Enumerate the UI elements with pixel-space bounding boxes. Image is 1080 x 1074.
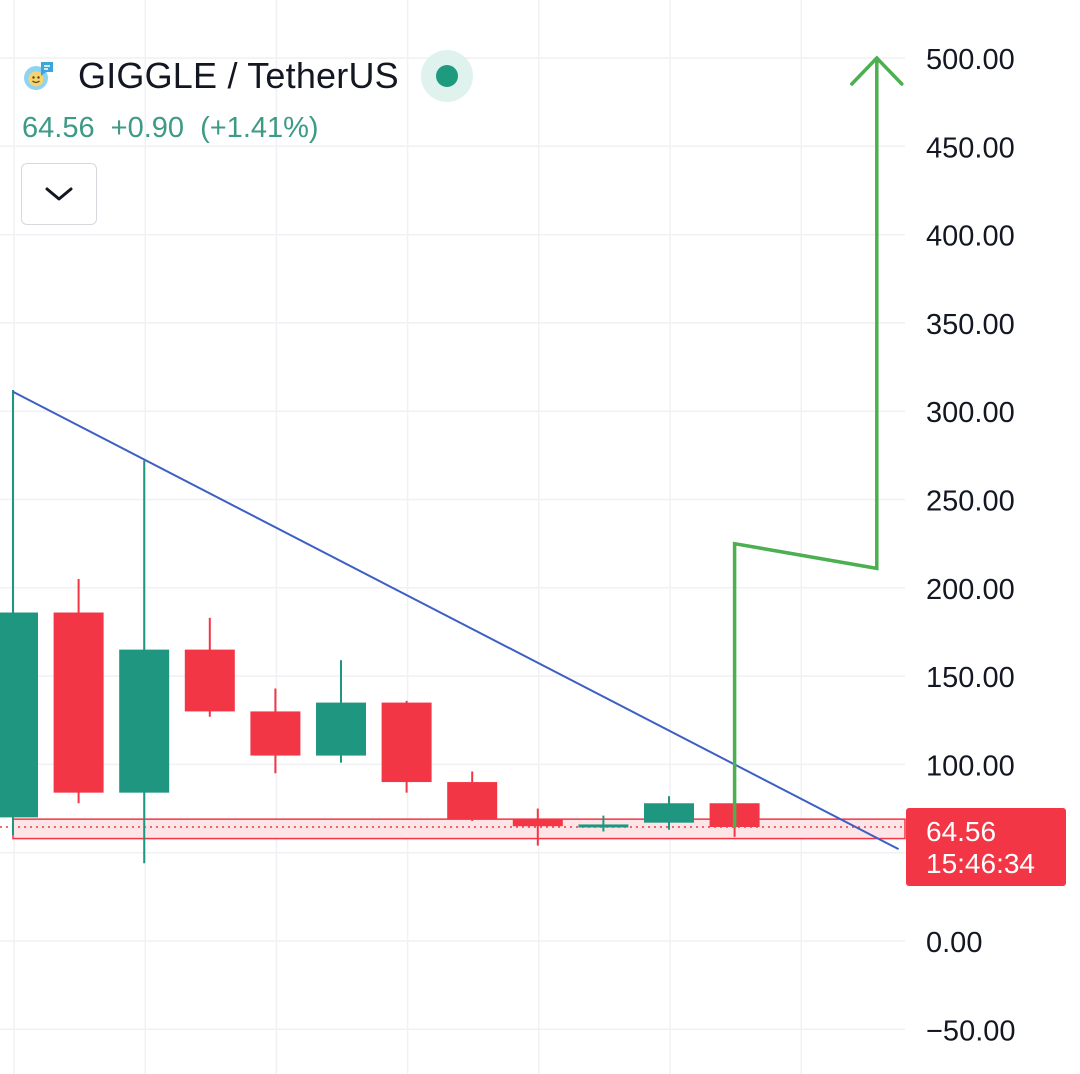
price-change: +0.90 [110,112,185,144]
projection-arrowhead[interactable] [850,55,904,86]
price-axis-label: −50.00 [926,1015,1016,1047]
candle-body [0,612,38,818]
price-axis-label: 200.00 [926,574,1015,606]
last-price-tag-value: 64.56 [926,816,996,847]
legend-collapse-button[interactable] [21,163,97,225]
price-axis-label: 400.00 [926,221,1015,253]
price-change-percent: (+1.41%) [200,112,319,144]
trendline[interactable] [12,390,900,851]
support-zone-box [12,818,906,840]
candle-body [447,782,498,820]
support-zone [0,818,906,840]
price-axis[interactable]: 500.00 450.00 400.00 350.00 300.00 250.00 200.… [926,44,1016,1047]
trendline-segment[interactable] [12,390,900,851]
symbol-header: GIGGLE / TetherUS 64.56 +0.90 (+1.41%) [22,50,473,145]
price-axis-label: 100.00 [926,750,1015,782]
quote-row: 64.56 +0.90 (+1.41%) [22,112,473,145]
chevron-down-icon [45,187,73,201]
candle-body [644,803,694,823]
market-open-dot-icon[interactable] [420,50,473,102]
price-axis-label: 450.00 [926,132,1015,164]
price-axis-label: 150.00 [926,662,1015,694]
price-axis-label: 250.00 [926,486,1015,518]
last-price: 64.56 [22,112,95,144]
price-axis-label: 0.00 [926,927,982,959]
candle-body [250,711,301,756]
candlestick-series [0,390,760,864]
candle-body [381,702,432,783]
chart-grid [0,0,905,1074]
last-price-tag: 64.56 15:46:34 [906,807,1066,886]
candle-body [119,649,170,793]
candle-body [578,824,629,828]
price-axis-label: 300.00 [926,397,1015,429]
candle-body [53,612,104,793]
projection-arrow[interactable] [732,55,904,828]
candle-body [184,649,235,712]
price-axis-label: 500.00 [926,44,1015,76]
giggle-coin-icon[interactable] [22,59,56,93]
price-axis-label: 350.00 [926,309,1015,341]
candle-body [512,819,563,827]
bar-countdown: 15:46:34 [926,848,1035,879]
last-price-tag-bg [906,807,1066,886]
candle-body [316,702,366,756]
symbol-title[interactable]: GIGGLE / TetherUS [78,55,399,96]
projection-path[interactable] [732,58,879,828]
